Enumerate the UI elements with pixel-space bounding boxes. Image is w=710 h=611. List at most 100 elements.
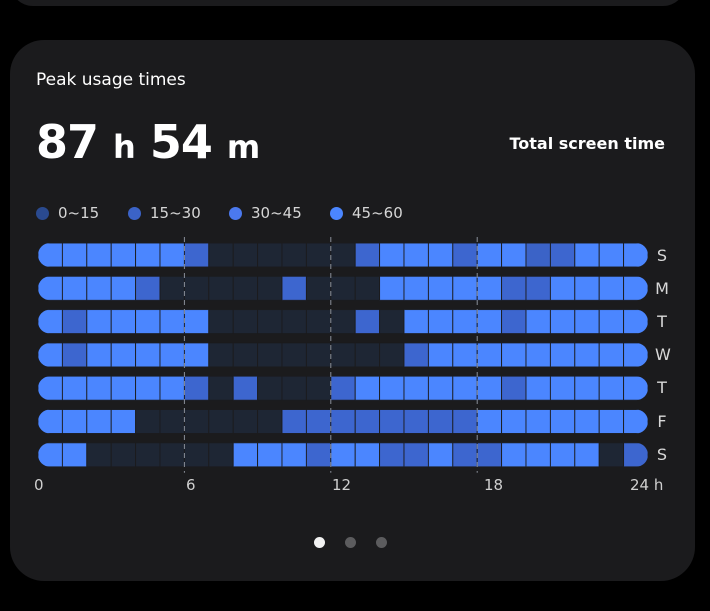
legend-dot-icon	[330, 206, 343, 220]
heatmap-cell	[183, 309, 210, 334]
heatmap-cell	[305, 342, 332, 367]
heatmap-cell	[257, 409, 283, 434]
total-screen-time-label: Total screen time	[509, 134, 666, 153]
heatmap-cell	[61, 276, 88, 301]
heatmap-cell	[427, 442, 454, 467]
heatmap-cell	[135, 376, 161, 401]
heatmap-row-t-4	[38, 376, 648, 401]
heatmap-cell	[501, 342, 527, 367]
heatmap-cell	[38, 243, 63, 267]
heatmap-cell	[110, 276, 137, 301]
heatmap-cell	[159, 376, 185, 401]
heatmap-cell	[379, 243, 405, 267]
heatmap-cell	[574, 243, 600, 267]
heatmap-cell	[305, 309, 332, 334]
heatmap-cell	[305, 442, 332, 467]
legend-label: 45~60	[352, 204, 403, 222]
legend-item-30-45: 30~45	[229, 203, 302, 223]
heatmap-cell	[427, 409, 454, 434]
heatmap-cell	[232, 376, 259, 401]
minutes-unit: m	[226, 128, 260, 166]
heatmap-cell	[159, 309, 185, 334]
heatmap-cell	[159, 342, 185, 367]
usage-heatmap[interactable]	[10, 40, 695, 581]
legend-dot-icon	[229, 206, 242, 220]
heatmap-cell	[427, 309, 454, 334]
x-axis-label-24h: 24 h	[630, 476, 664, 494]
heatmap-cell	[232, 442, 259, 467]
heatmap-cell	[623, 409, 648, 434]
heatmap-cell	[38, 276, 63, 301]
page-dot-2[interactable]	[345, 537, 356, 548]
heatmap-cell	[38, 376, 63, 401]
heatmap-cell	[623, 342, 648, 367]
heatmap-cell	[403, 442, 429, 467]
heatmap-cell	[598, 243, 625, 267]
heatmap-cell	[135, 276, 161, 301]
heatmap-cell	[183, 376, 210, 401]
heatmap-cell	[476, 442, 503, 467]
heatmap-cell	[379, 276, 405, 301]
heatmap-cell	[330, 342, 356, 367]
heatmap-cell	[159, 243, 185, 267]
heatmap-cell	[281, 243, 307, 267]
heatmap-cell	[86, 342, 112, 367]
heatmap-cell	[598, 309, 625, 334]
heatmap-cell	[427, 276, 454, 301]
page-indicator[interactable]	[10, 537, 695, 549]
heatmap-cell	[305, 276, 332, 301]
legend-item-15-30: 15~30	[128, 203, 201, 223]
heatmap-cell	[452, 243, 478, 267]
heatmap-cell	[574, 309, 600, 334]
heatmap-cell	[208, 309, 234, 334]
page-dot-3[interactable]	[376, 537, 387, 548]
heatmap-cell	[208, 342, 234, 367]
heatmap-cell	[159, 442, 185, 467]
heatmap-cell	[38, 442, 63, 467]
heatmap-cell	[452, 442, 478, 467]
heatmap-cell	[501, 309, 527, 334]
heatmap-cell	[110, 409, 137, 434]
heatmap-cell	[257, 342, 283, 367]
heatmap-cell	[403, 376, 429, 401]
heatmap-cell	[574, 342, 600, 367]
heatmap-cell	[354, 243, 381, 267]
heatmap-cell	[598, 342, 625, 367]
heatmap-cell	[232, 342, 259, 367]
heatmap-cell	[232, 409, 259, 434]
heatmap-cell	[86, 376, 112, 401]
heatmap-cell	[574, 409, 600, 434]
heatmap-cell	[403, 409, 429, 434]
x-axis-label-6: 6	[186, 476, 196, 494]
page-dot-1[interactable]	[314, 537, 325, 548]
heatmap-cell	[305, 409, 332, 434]
heatmap-cell	[135, 309, 161, 334]
heatmap-cell	[598, 442, 625, 467]
heatmap-cell	[86, 409, 112, 434]
heatmap-cell	[452, 276, 478, 301]
heatmap-cell	[110, 342, 137, 367]
hours-unit: h	[113, 128, 136, 166]
heatmap-cell	[61, 442, 88, 467]
heatmap-cell	[330, 376, 356, 401]
heatmap-cell	[452, 376, 478, 401]
heatmap-cell	[476, 243, 503, 267]
day-label-tuesday: T	[657, 312, 667, 331]
heatmap-cell	[61, 309, 88, 334]
heatmap-cell	[427, 376, 454, 401]
card-title: Peak usage times	[36, 70, 186, 90]
peak-usage-card[interactable]: Peak usage times 87 h 54 m Total screen …	[10, 40, 695, 581]
heatmap-cell	[232, 276, 259, 301]
heatmap-cell	[86, 309, 112, 334]
heatmap-cell	[135, 243, 161, 267]
heatmap-cell	[525, 376, 551, 401]
heatmap-cell	[330, 409, 356, 434]
heatmap-cell	[38, 342, 63, 367]
heatmap-cell	[525, 276, 551, 301]
heatmap-cell	[354, 342, 381, 367]
heatmap-cell	[86, 276, 112, 301]
day-label-saturday: S	[656, 445, 668, 464]
heatmap-cell	[281, 276, 307, 301]
heatmap-cell	[159, 409, 185, 434]
heatmap-cell	[623, 442, 648, 467]
